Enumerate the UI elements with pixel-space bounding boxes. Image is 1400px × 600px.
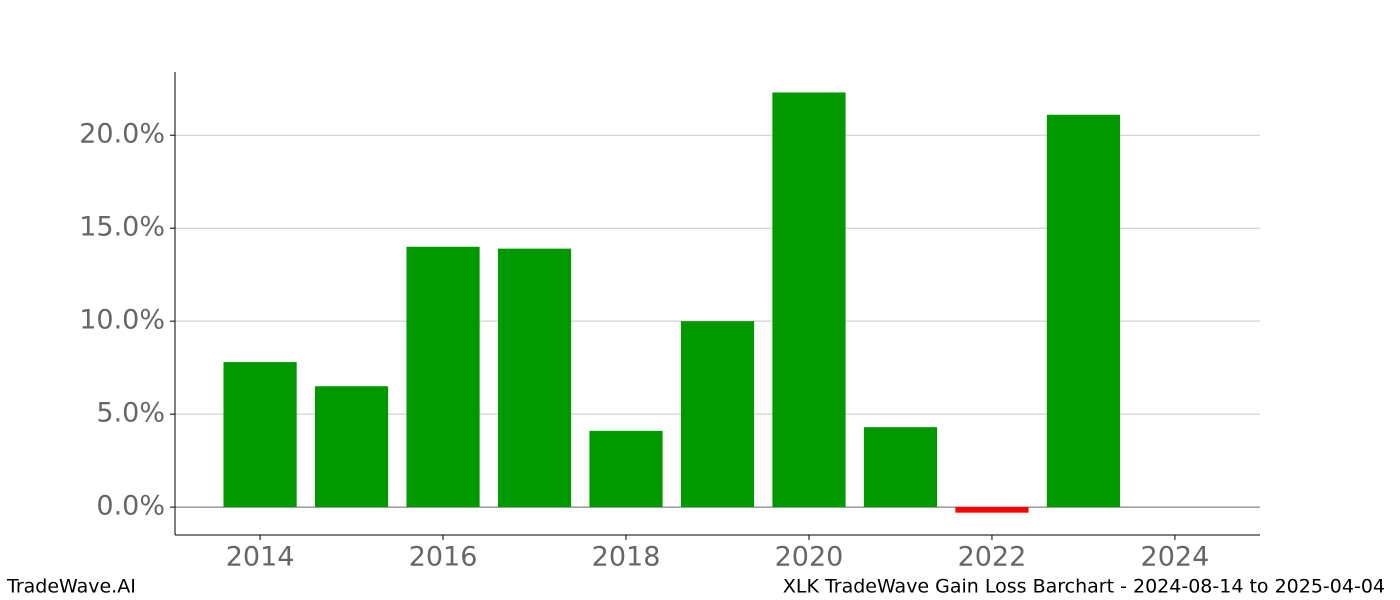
bar bbox=[314, 386, 389, 508]
y-tick-label: 15.0% bbox=[79, 212, 165, 243]
y-tick-label: 5.0% bbox=[96, 398, 165, 429]
x-tick-label: 2022 bbox=[958, 542, 1027, 573]
brand: TradeWave.AI bbox=[6, 576, 136, 598]
bar bbox=[497, 248, 572, 508]
x-tick-label: 2016 bbox=[409, 542, 478, 573]
x-tick-label: 2014 bbox=[226, 542, 295, 573]
bar bbox=[955, 507, 1029, 513]
bar bbox=[772, 92, 846, 508]
chart-title: XLK TradeWave Gain Loss Barchart - 2024-… bbox=[783, 576, 1385, 598]
bar bbox=[680, 321, 755, 508]
bar bbox=[1046, 114, 1121, 508]
y-tick-label: 10.0% bbox=[79, 305, 165, 336]
bar bbox=[589, 430, 663, 508]
y-tick-label: 20.0% bbox=[79, 119, 165, 150]
y-tick-label: 0.0% bbox=[96, 491, 165, 522]
bar bbox=[863, 427, 938, 508]
x-tick-label: 2020 bbox=[775, 542, 844, 573]
bar bbox=[406, 246, 480, 508]
bar bbox=[223, 362, 297, 508]
x-tick-label: 2024 bbox=[1141, 542, 1210, 573]
x-tick-label: 2018 bbox=[592, 542, 661, 573]
